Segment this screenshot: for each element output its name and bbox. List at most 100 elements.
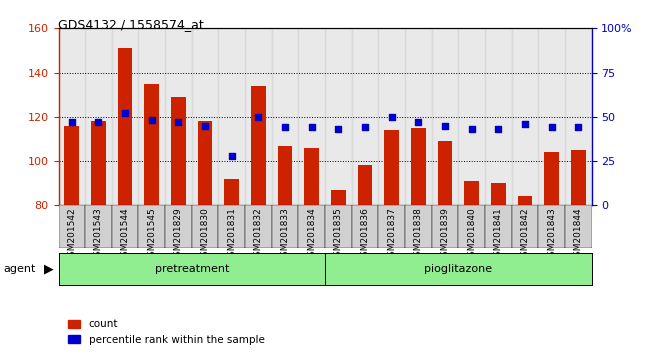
Bar [218, 205, 245, 248]
Bar [85, 205, 112, 248]
Point [147, 118, 157, 123]
Bar [112, 28, 138, 205]
Text: GSM201829: GSM201829 [174, 207, 183, 262]
Bar [192, 28, 218, 205]
Bar [298, 28, 325, 205]
Bar [565, 28, 592, 205]
Bar [64, 126, 79, 205]
Text: GSM201835: GSM201835 [334, 207, 343, 262]
Bar [272, 205, 298, 248]
Text: GSM201545: GSM201545 [148, 207, 156, 262]
Bar [272, 28, 298, 205]
Bar [352, 28, 378, 205]
Point [360, 125, 370, 130]
Text: GSM201834: GSM201834 [307, 207, 316, 262]
Bar [85, 28, 112, 205]
Legend: count, percentile rank within the sample: count, percentile rank within the sample [64, 315, 268, 349]
Bar [458, 205, 485, 248]
Text: GSM201542: GSM201542 [68, 207, 76, 262]
Point [120, 110, 130, 116]
Bar [378, 205, 405, 248]
Bar [544, 152, 559, 205]
Bar [378, 28, 405, 205]
Text: ▶: ▶ [44, 263, 54, 275]
Text: GSM201830: GSM201830 [201, 207, 209, 262]
Point [173, 119, 184, 125]
Text: GSM201840: GSM201840 [467, 207, 476, 262]
Bar [512, 205, 538, 248]
Bar [251, 86, 266, 205]
Point [307, 125, 317, 130]
Bar [171, 97, 186, 205]
Bar [198, 121, 213, 205]
Bar [517, 196, 532, 205]
Bar [224, 179, 239, 205]
Point [439, 123, 450, 129]
Bar [432, 205, 458, 248]
Text: GSM201832: GSM201832 [254, 207, 263, 262]
Bar [58, 205, 85, 248]
Bar [58, 28, 85, 205]
Text: GSM201839: GSM201839 [441, 207, 449, 262]
Bar [112, 205, 138, 248]
Bar [325, 205, 352, 248]
Bar [138, 205, 165, 248]
Bar [538, 28, 565, 205]
Bar [192, 205, 218, 248]
Bar [464, 181, 479, 205]
Text: GSM201838: GSM201838 [414, 207, 422, 262]
Bar [352, 205, 378, 248]
Bar [565, 205, 592, 248]
Bar [458, 28, 485, 205]
Bar [165, 205, 192, 248]
Text: GSM201843: GSM201843 [547, 207, 556, 262]
Bar [304, 148, 319, 205]
Bar [144, 84, 159, 205]
Bar [245, 205, 272, 248]
Bar [165, 28, 192, 205]
Bar [437, 141, 452, 205]
Point [333, 126, 343, 132]
Point [547, 125, 557, 130]
Point [493, 126, 504, 132]
Text: pioglitazone: pioglitazone [424, 264, 492, 274]
Point [520, 121, 530, 127]
Bar [405, 205, 432, 248]
Bar [245, 28, 272, 205]
Point [573, 125, 584, 130]
Bar [325, 28, 352, 205]
Bar [491, 183, 506, 205]
Bar [298, 205, 325, 248]
Text: GSM201836: GSM201836 [361, 207, 369, 262]
Point [254, 114, 264, 120]
Text: pretreatment: pretreatment [155, 264, 229, 274]
Text: GSM201842: GSM201842 [521, 207, 529, 262]
Bar [512, 28, 538, 205]
Bar [485, 205, 512, 248]
Point [227, 153, 237, 159]
Text: GSM201841: GSM201841 [494, 207, 502, 262]
Bar [138, 28, 165, 205]
Point [280, 125, 291, 130]
Text: GSM201544: GSM201544 [121, 207, 129, 262]
Bar [538, 205, 565, 248]
Text: GSM201837: GSM201837 [387, 207, 396, 262]
Bar [384, 130, 399, 205]
Text: GDS4132 / 1558574_at: GDS4132 / 1558574_at [58, 18, 204, 31]
Bar [432, 28, 458, 205]
Point [94, 119, 104, 125]
Bar [411, 128, 426, 205]
Bar [278, 145, 292, 205]
Text: GSM201543: GSM201543 [94, 207, 103, 262]
Bar [405, 28, 432, 205]
Bar [218, 28, 245, 205]
Point [200, 123, 211, 129]
Bar [358, 166, 372, 205]
Text: agent: agent [3, 264, 36, 274]
Bar [331, 190, 346, 205]
Bar [91, 121, 106, 205]
Point [67, 119, 77, 125]
Point [467, 126, 477, 132]
Bar [118, 48, 133, 205]
Text: GSM201831: GSM201831 [227, 207, 236, 262]
